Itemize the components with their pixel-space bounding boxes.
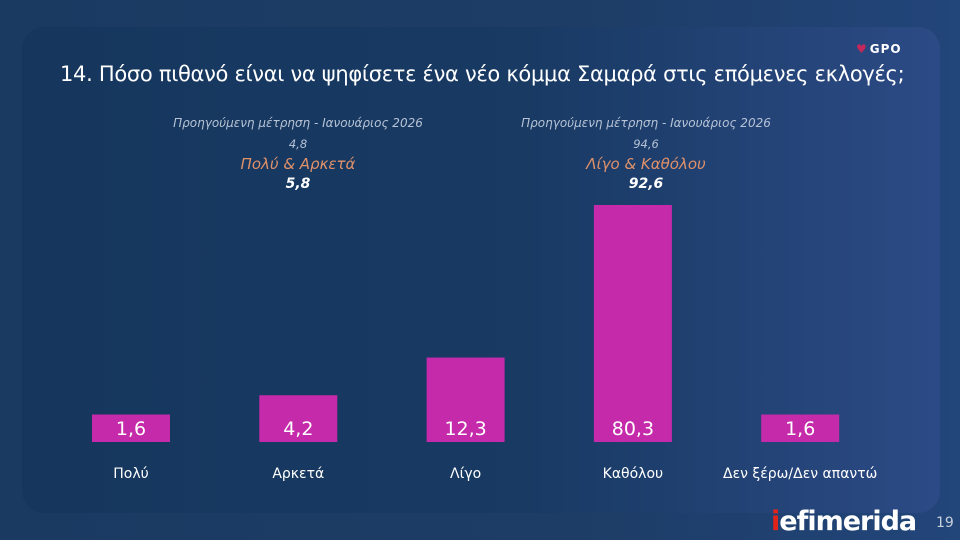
question-title: 14. Πόσο πιθανό είναι να ψηφίσετε ένα νέ…: [60, 62, 905, 86]
category-label: Καθόλου: [603, 466, 664, 482]
previous-label: Προηγούμενη μέτρηση - Ιανουάριος 2026: [173, 116, 423, 130]
previous-value: 4,8: [288, 137, 308, 151]
logo-text: GPO: [869, 42, 902, 56]
previous-value: 94,6: [633, 137, 659, 151]
summary-group-much: Προηγούμενη μέτρηση - Ιανουάριος 2026 4,…: [148, 116, 448, 192]
gpo-logo: ♥ GPO: [856, 42, 902, 56]
category-label: Λίγο: [450, 466, 481, 482]
group-name: Λίγο & Καθόλου: [586, 155, 706, 173]
bar: [761, 414, 840, 442]
data-label: 1,6: [785, 418, 815, 440]
group-name: Πολύ & Αρκετά: [240, 155, 356, 173]
category-label: Αρκετά: [272, 466, 324, 482]
page-number: 19: [936, 515, 954, 531]
data-label: 80,3: [612, 418, 654, 440]
logo-text: efimerida: [779, 506, 917, 537]
group-value: 5,8: [285, 176, 311, 192]
bar: [92, 414, 170, 442]
bar: [426, 357, 505, 442]
summary-group-little: Προηγούμενη μέτρηση - Ιανουάριος 2026 94…: [496, 116, 796, 192]
bar: [259, 395, 338, 442]
category-label: Πολύ: [113, 466, 148, 482]
heart-icon: ♥: [856, 42, 868, 56]
bar: [593, 205, 672, 442]
logo-prefix: i: [771, 506, 780, 537]
group-value: 92,6: [628, 176, 664, 192]
previous-label: Προηγούμενη μέτρηση - Ιανουάριος 2026: [521, 116, 771, 130]
data-label: 12,3: [444, 418, 486, 440]
category-label: Δεν ξέρω/Δεν απαντώ: [723, 466, 877, 482]
efimerida-logo: iefimerida: [771, 506, 917, 537]
data-label: 4,2: [283, 418, 313, 440]
data-label: 1,6: [116, 418, 146, 440]
